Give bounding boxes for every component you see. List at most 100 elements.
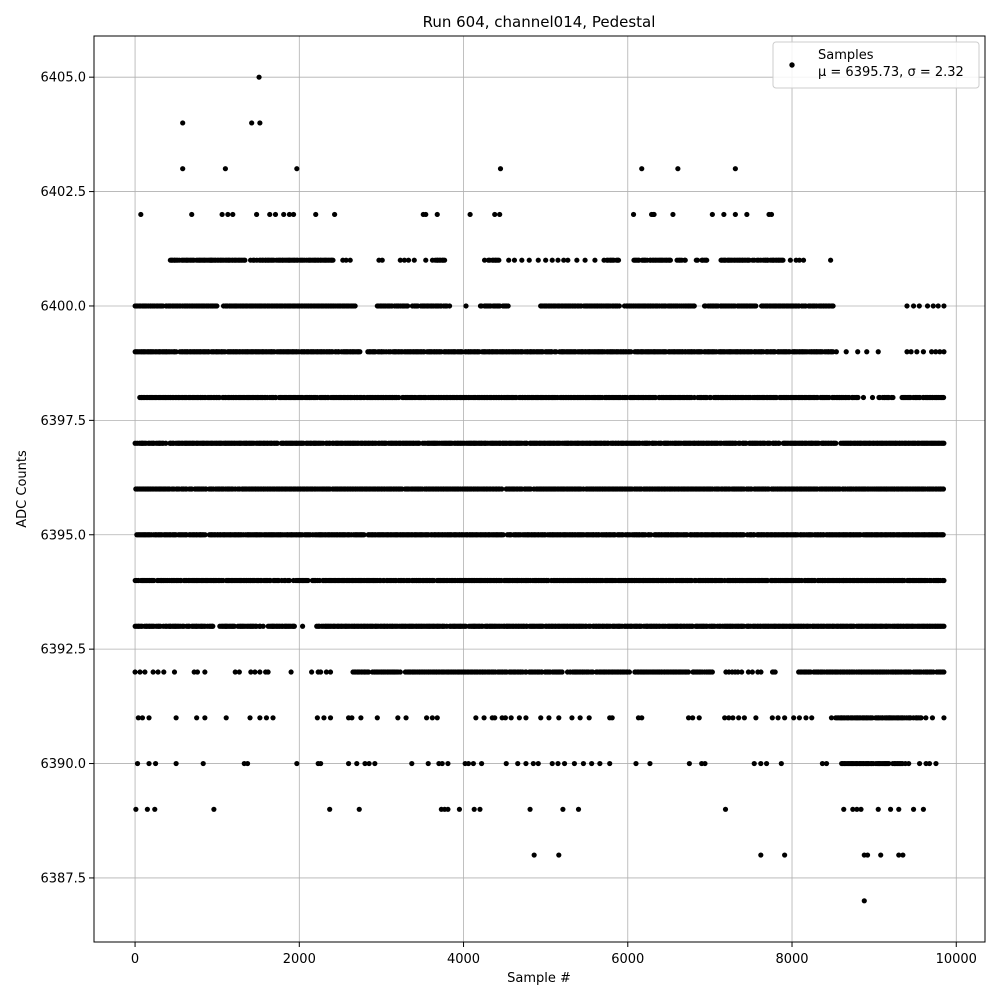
data-point	[352, 303, 358, 309]
data-point	[152, 806, 158, 812]
data-point	[479, 760, 485, 767]
data-point	[561, 760, 568, 767]
data-point	[864, 852, 871, 858]
data-point	[244, 760, 251, 767]
data-point	[358, 715, 364, 721]
data-point	[202, 669, 208, 675]
data-point	[941, 623, 947, 629]
data-point	[146, 760, 152, 767]
data-point	[549, 760, 555, 767]
data-point	[685, 715, 692, 721]
data-point	[791, 715, 797, 721]
data-point	[463, 303, 469, 309]
data-point	[855, 349, 861, 355]
data-point	[923, 715, 929, 721]
data-point	[515, 760, 521, 767]
data-point	[941, 349, 947, 355]
data-point	[231, 623, 238, 629]
data-point	[864, 349, 870, 355]
data-point	[823, 760, 830, 767]
data-point	[633, 760, 639, 767]
data-point	[803, 715, 809, 721]
data-point	[323, 669, 329, 675]
data-point	[171, 669, 178, 675]
data-point	[327, 669, 334, 675]
data-point	[516, 715, 522, 721]
data-point	[589, 760, 595, 767]
data-point	[739, 669, 745, 675]
data-point	[577, 715, 583, 721]
data-point	[920, 806, 927, 812]
data-point	[354, 760, 360, 767]
data-point	[626, 669, 633, 675]
data-point	[200, 760, 206, 767]
data-point	[690, 715, 696, 721]
data-point	[918, 715, 924, 721]
data-point	[854, 806, 860, 812]
data-point	[843, 349, 849, 355]
data-point	[878, 852, 884, 858]
data-point	[365, 669, 372, 675]
data-point	[345, 760, 352, 767]
data-point	[920, 349, 927, 355]
data-point	[471, 806, 477, 812]
data-point	[833, 440, 839, 446]
data-point	[429, 715, 435, 721]
data-point	[890, 394, 896, 401]
data-point	[144, 806, 150, 812]
data-point	[142, 669, 148, 675]
data-point	[887, 806, 894, 812]
data-point	[809, 715, 815, 721]
data-point	[607, 760, 613, 767]
data-point	[709, 669, 715, 675]
data-point	[900, 852, 906, 858]
data-point	[327, 806, 333, 812]
data-point	[745, 669, 752, 675]
data-point	[916, 303, 922, 309]
data-point	[456, 806, 463, 812]
data-point	[134, 760, 141, 767]
data-point	[163, 440, 169, 446]
data-point	[202, 715, 208, 721]
data-point	[416, 440, 422, 446]
data-point	[858, 806, 864, 812]
data-point	[173, 349, 179, 355]
data-point	[173, 760, 179, 767]
data-point	[580, 760, 587, 767]
data-point	[397, 669, 403, 675]
data-point	[933, 760, 939, 767]
data-point	[850, 806, 856, 812]
data-point	[910, 806, 917, 812]
data-point	[904, 303, 910, 309]
data-point	[445, 760, 451, 767]
data-point	[503, 760, 509, 767]
data-point	[648, 532, 654, 538]
data-point	[782, 715, 788, 721]
data-point	[362, 760, 368, 767]
data-point	[556, 852, 562, 858]
data-point	[252, 669, 258, 675]
data-point	[372, 760, 378, 767]
data-point	[357, 349, 363, 355]
data-point	[616, 303, 622, 309]
data-point	[556, 715, 562, 721]
data-point	[318, 760, 324, 767]
data-point	[751, 760, 757, 767]
data-point	[758, 669, 764, 675]
data-point	[860, 394, 867, 401]
data-point	[828, 715, 835, 721]
data-point	[270, 715, 276, 721]
data-point	[929, 715, 936, 721]
data-point	[135, 715, 141, 721]
data-point	[425, 760, 431, 767]
data-point	[696, 715, 702, 721]
data-point	[940, 486, 947, 492]
data-point	[933, 349, 939, 355]
data-point	[875, 349, 881, 355]
data-point	[758, 760, 764, 767]
data-point	[403, 715, 409, 721]
data-point	[150, 669, 156, 675]
data-point	[374, 715, 380, 721]
data-point	[741, 532, 747, 538]
